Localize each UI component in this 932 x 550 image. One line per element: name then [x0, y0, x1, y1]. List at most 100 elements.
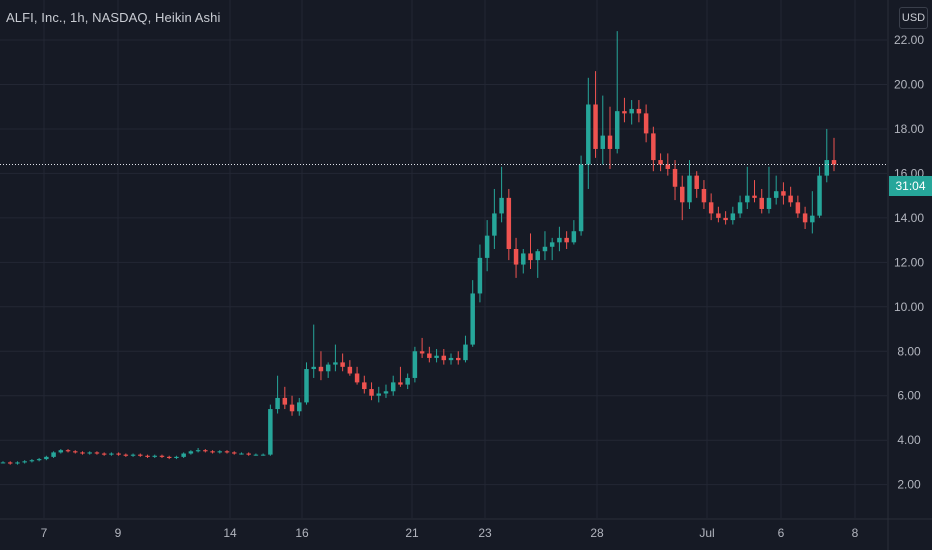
- candle-body: [708, 202, 714, 214]
- x-tick-label: 8: [852, 526, 859, 540]
- y-tick-label: 4.00: [897, 433, 921, 447]
- y-axis[interactable]: 2.004.006.008.0010.0012.0014.0016.0018.0…: [894, 33, 924, 492]
- candle-body: [752, 195, 757, 198]
- candle-body: [578, 164, 584, 232]
- candle-body: [347, 366, 353, 374]
- candle-body: [51, 452, 56, 457]
- candle-body: [354, 373, 360, 383]
- candle-body: [773, 191, 779, 198]
- candle-body: [58, 450, 64, 453]
- candle-body: [549, 242, 555, 247]
- currency-button[interactable]: USD: [899, 7, 928, 29]
- candle-body: [492, 213, 497, 236]
- candle-body: [571, 231, 577, 243]
- candle-body: [810, 215, 815, 223]
- candle-body: [831, 160, 837, 165]
- candle-body: [80, 452, 85, 454]
- chart-title: ALFI, Inc., 1h, NASDAQ, Heikin Ashi: [6, 10, 221, 25]
- candle-body: [333, 362, 338, 365]
- candle-body: [542, 246, 548, 252]
- candle-body: [745, 195, 750, 203]
- candle-body: [123, 454, 129, 456]
- candle-body: [36, 459, 42, 461]
- candle-body: [7, 462, 13, 464]
- candle-body: [253, 454, 259, 456]
- candle-body: [340, 362, 345, 367]
- candle-body: [557, 237, 562, 243]
- candle-body: [658, 160, 663, 165]
- candle-body: [398, 382, 403, 385]
- candle-body: [145, 455, 150, 457]
- candle-body: [325, 364, 331, 372]
- candle-body: [824, 160, 830, 176]
- candle-body: [535, 251, 540, 261]
- y-tick-label: 20.00: [894, 77, 924, 91]
- candle-body: [318, 366, 324, 372]
- candle-body: [636, 108, 642, 114]
- candle-body: [448, 357, 454, 361]
- candle-body: [239, 453, 244, 455]
- candle-body: [73, 451, 78, 453]
- candle-body: [29, 460, 35, 462]
- candle-body: [159, 455, 165, 457]
- countdown-price-label: 31:04: [889, 176, 932, 196]
- candle-body: [282, 397, 288, 405]
- candle-body: [369, 389, 374, 396]
- x-tick-label: 23: [478, 526, 492, 540]
- candle-body: [362, 382, 367, 390]
- x-tick-label: 21: [405, 526, 419, 540]
- candle-body: [463, 344, 468, 361]
- candle-body: [614, 111, 620, 149]
- candle-body: [116, 453, 121, 455]
- candle-body: [716, 213, 721, 218]
- candle-body: [795, 202, 801, 214]
- candle-body: [297, 402, 302, 412]
- candle-body: [22, 461, 27, 463]
- candle-body: [528, 253, 533, 261]
- candle-body: [376, 393, 381, 396]
- candle-body: [470, 293, 475, 345]
- candle-body: [419, 351, 425, 354]
- candle-body: [434, 355, 439, 358]
- x-tick-label: 6: [778, 526, 785, 540]
- candle-body: [390, 382, 396, 392]
- candle-body: [665, 164, 671, 169]
- candle-body: [383, 391, 389, 394]
- candle-body: [260, 454, 266, 456]
- candle-body: [759, 197, 764, 209]
- candle-body: [427, 353, 432, 358]
- candle-body: [152, 455, 157, 457]
- candle-body: [521, 253, 526, 265]
- y-tick-label: 6.00: [897, 389, 921, 403]
- candle-body: [593, 104, 598, 149]
- candle-body: [607, 135, 613, 149]
- candle-body: [412, 351, 418, 378]
- candle-body: [289, 404, 295, 412]
- y-tick-label: 12.00: [894, 255, 924, 269]
- candle-body: [130, 454, 136, 456]
- candle-body: [643, 113, 649, 134]
- candles: [0, 31, 837, 465]
- candle-body: [687, 175, 692, 203]
- x-tick-label: 28: [590, 526, 604, 540]
- candle-body: [210, 451, 215, 453]
- candle-body: [311, 366, 316, 370]
- candle-body: [694, 175, 699, 189]
- candle-body: [513, 248, 519, 265]
- y-tick-label: 22.00: [894, 33, 924, 47]
- candle-body: [166, 456, 172, 458]
- candle-body: [275, 397, 280, 410]
- x-axis[interactable]: 7 9 14 16 21 23 28 Jul 6 8: [41, 526, 859, 540]
- y-tick-label: 10.00: [894, 300, 924, 314]
- candle-body: [672, 168, 678, 187]
- candle-body: [788, 195, 793, 203]
- candle-body: [181, 453, 186, 457]
- candle-body: [737, 202, 743, 214]
- candle-body: [723, 217, 728, 221]
- x-tick-label: 9: [115, 526, 122, 540]
- candle-body: [586, 104, 591, 165]
- candle-body: [441, 355, 447, 361]
- candle-body: [188, 451, 194, 454]
